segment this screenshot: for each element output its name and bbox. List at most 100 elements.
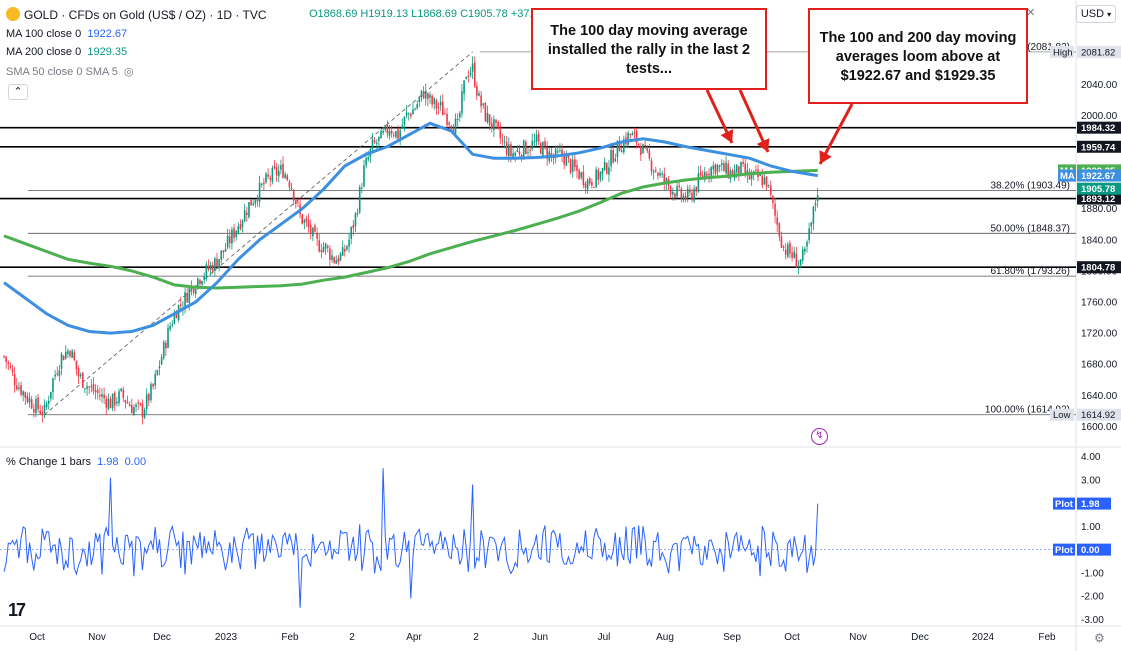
candle-body <box>699 172 702 176</box>
candle-body <box>557 151 559 153</box>
candle-body <box>797 265 800 268</box>
candle-body <box>765 176 768 187</box>
candle-body <box>674 193 676 198</box>
candle-body <box>150 384 152 401</box>
candle-body <box>461 91 463 114</box>
candle-body <box>672 191 674 195</box>
candle-body <box>173 313 176 324</box>
x-tick-label: Sep <box>723 632 741 643</box>
candle-body <box>79 374 82 377</box>
collapse-legend-button[interactable]: ⌃ <box>8 84 28 100</box>
candle-body <box>546 147 548 159</box>
candle-body <box>459 112 461 118</box>
currency-selector[interactable]: USD ▾ <box>1076 5 1116 23</box>
candle-body <box>339 253 342 261</box>
candle-body <box>69 351 71 357</box>
candle-body <box>703 171 706 180</box>
candle-body <box>50 391 52 399</box>
candle-body <box>750 174 753 180</box>
level-tag <box>1077 192 1121 205</box>
side-tag-box <box>1058 169 1076 182</box>
candle-body <box>712 165 715 170</box>
candle-body <box>663 173 666 183</box>
x-tick-label: Feb <box>1038 632 1056 643</box>
x-tick-label: Nov <box>88 632 106 643</box>
legend-sma[interactable]: SMA 50 close 0 SMA 5 ◎ <box>6 65 134 78</box>
plot-value-tag <box>1077 497 1111 510</box>
candle-body <box>761 175 764 186</box>
candle-body <box>486 112 489 123</box>
candle-body <box>710 167 712 178</box>
candle-body <box>497 121 499 128</box>
candle-body <box>780 236 783 248</box>
candle-body <box>716 165 719 172</box>
y-tick-label: 1680.00 <box>1081 360 1118 371</box>
candle-body <box>463 80 465 94</box>
plot-side-label-zero: Plot <box>1055 545 1074 556</box>
x-tick-label: Dec <box>911 632 929 643</box>
candle-body <box>471 63 474 72</box>
candle-body <box>71 350 73 358</box>
candle-body <box>629 133 632 136</box>
eye-hidden-icon[interactable]: ◎ <box>124 66 134 78</box>
candle-body <box>209 265 212 270</box>
candle-body <box>484 102 487 122</box>
candle-body <box>591 181 593 186</box>
candle-body <box>582 171 585 186</box>
candle-body <box>218 259 220 269</box>
candle-body <box>252 203 255 206</box>
candle-body <box>495 119 497 123</box>
callout-arrow-3-head <box>819 150 832 164</box>
legend-pct-change[interactable]: % Change 1 bars 1.98 0.00 <box>6 456 146 468</box>
ohlc-readout: O1868.69 H1919.13 L1868.69 C1905.78 +37.… <box>309 8 545 20</box>
candle-body <box>514 152 516 156</box>
candle-body <box>365 157 367 166</box>
candle-body <box>542 142 544 156</box>
x-tick-label: 2023 <box>215 632 238 643</box>
candle-body <box>348 239 350 247</box>
candle-body <box>714 164 717 174</box>
candle-body <box>456 118 459 120</box>
candle-body <box>608 167 610 175</box>
candle-body <box>7 362 10 365</box>
symbol-title[interactable]: GOLD · CFDs on Gold (US$ / OZ) · 1D · TV… <box>6 7 266 22</box>
candle-body <box>309 225 312 234</box>
candle-body <box>258 182 261 203</box>
candle-body <box>107 398 110 410</box>
candle-body <box>599 171 602 180</box>
candle-body <box>554 149 557 158</box>
x-tick-label: 2 <box>349 632 355 643</box>
candle-body <box>473 62 476 87</box>
candle-body <box>56 373 59 375</box>
candle-body <box>192 286 195 293</box>
candle-body <box>67 350 69 354</box>
candle-body <box>341 247 344 256</box>
pct-tick-label: -3.00 <box>1081 615 1104 626</box>
candle-body <box>527 151 529 153</box>
candle-body <box>612 149 614 163</box>
candle-body <box>133 407 135 415</box>
candle-body <box>301 214 303 224</box>
candle-body <box>682 195 685 201</box>
candle-body <box>175 313 178 319</box>
candle-body <box>578 170 580 180</box>
candle-body <box>199 279 201 284</box>
candle-body <box>378 136 380 141</box>
candle-body <box>382 130 384 133</box>
legend-ma200[interactable]: MA 200 close 0 1929.35 <box>6 46 127 58</box>
candle-body <box>740 161 742 176</box>
zoom-settings-icon[interactable]: ⚙ <box>1094 631 1105 645</box>
level-tag-label: 1804.78 <box>1081 263 1115 274</box>
legend-ma100[interactable]: MA 100 close 0 1922.67 <box>6 28 127 40</box>
candle-body <box>584 183 587 188</box>
candle-body <box>62 355 65 361</box>
candle-body <box>344 249 346 252</box>
close-icon[interactable]: ✕ <box>1026 7 1036 19</box>
plot-value-label-zero: 0.00 <box>1081 545 1100 556</box>
price-tag-label: 1905.78 <box>1081 184 1115 195</box>
candle-body <box>284 174 286 178</box>
lightning-event-icon[interactable]: ↯ <box>811 428 828 445</box>
candle-body <box>784 249 787 255</box>
candle-body <box>292 189 295 201</box>
candle-body <box>718 165 721 167</box>
